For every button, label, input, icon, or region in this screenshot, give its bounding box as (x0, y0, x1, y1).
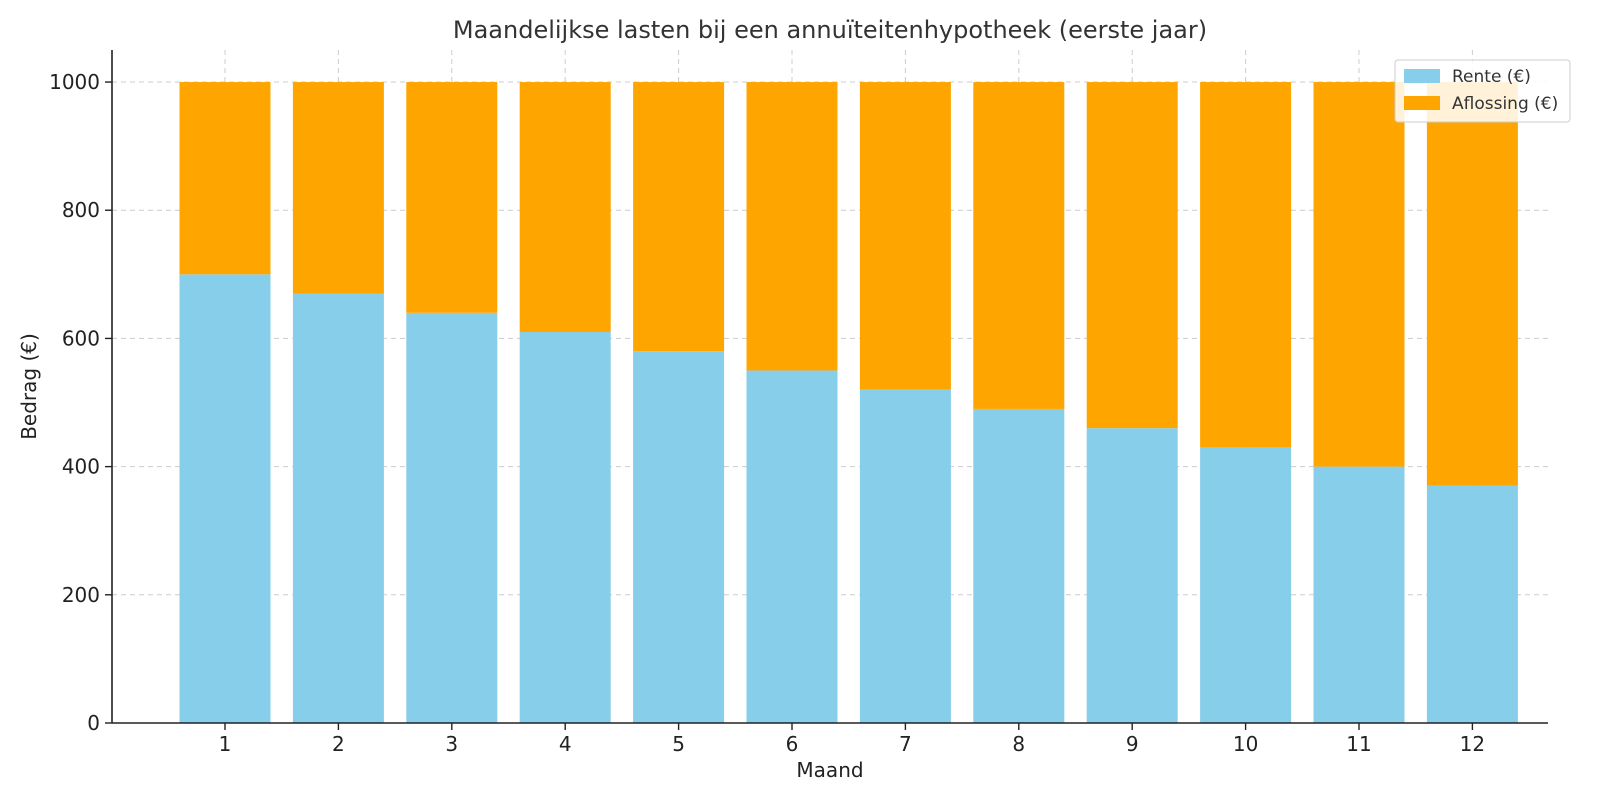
bar-aflossing-5 (633, 82, 725, 352)
x-axis-label: Maand (796, 758, 863, 782)
x-tick-label: 4 (559, 732, 572, 756)
bars (179, 82, 1518, 723)
bar-rente-6 (746, 370, 838, 723)
bar-aflossing-12 (1426, 82, 1518, 486)
x-tick-label: 10 (1233, 732, 1258, 756)
bar-rente-12 (1426, 485, 1518, 723)
bar-aflossing-6 (746, 82, 838, 371)
x-tick-label: 11 (1346, 732, 1371, 756)
x-tick-label: 7 (899, 732, 912, 756)
bar-aflossing-4 (519, 82, 611, 333)
chart-title: Maandelijkse lasten bij een annuïteitenh… (453, 16, 1207, 44)
legend-swatch (1404, 69, 1440, 83)
bar-rente-10 (1200, 447, 1292, 723)
bar-aflossing-7 (859, 82, 951, 390)
bar-rente-1 (179, 274, 271, 723)
legend-label: Aflossing (€) (1452, 94, 1558, 114)
bar-aflossing-2 (292, 82, 384, 294)
bar-aflossing-3 (406, 82, 498, 313)
legend-label: Rente (€) (1452, 67, 1531, 87)
y-tick-label: 800 (62, 198, 100, 222)
bar-aflossing-1 (179, 82, 271, 275)
x-tick-label: 5 (672, 732, 685, 756)
bar-rente-3 (406, 312, 498, 723)
legend: Rente (€) Aflossing (€) (1394, 59, 1571, 123)
x-tick-label: 6 (786, 732, 799, 756)
bar-rente-2 (292, 293, 384, 723)
legend-swatch (1404, 96, 1440, 110)
bar-aflossing-11 (1313, 82, 1405, 467)
x-tick-label: 8 (1012, 732, 1025, 756)
y-tick-label: 0 (87, 711, 100, 735)
x-tick-label: 3 (445, 732, 458, 756)
y-tick-label: 400 (62, 455, 100, 479)
y-tick-label: 200 (62, 583, 100, 607)
x-tick-label: 9 (1126, 732, 1139, 756)
bar-aflossing-10 (1200, 82, 1292, 448)
y-axis-label: Bedrag (€) (17, 333, 41, 440)
x-tick-label: 2 (332, 732, 345, 756)
bar-rente-5 (633, 351, 725, 723)
x-tick-label: 12 (1460, 732, 1485, 756)
axes (111, 50, 1548, 724)
bar-rente-9 (1086, 428, 1178, 723)
bar-aflossing-8 (973, 82, 1065, 409)
bar-rente-7 (859, 389, 951, 723)
bar-rente-4 (519, 332, 611, 723)
x-tick-label: 1 (219, 732, 232, 756)
bar-rente-11 (1313, 466, 1405, 723)
bar-aflossing-9 (1086, 82, 1178, 429)
y-tick-label: 1000 (49, 70, 100, 94)
y-tick-label: 600 (62, 326, 100, 350)
bar-rente-8 (973, 408, 1065, 723)
